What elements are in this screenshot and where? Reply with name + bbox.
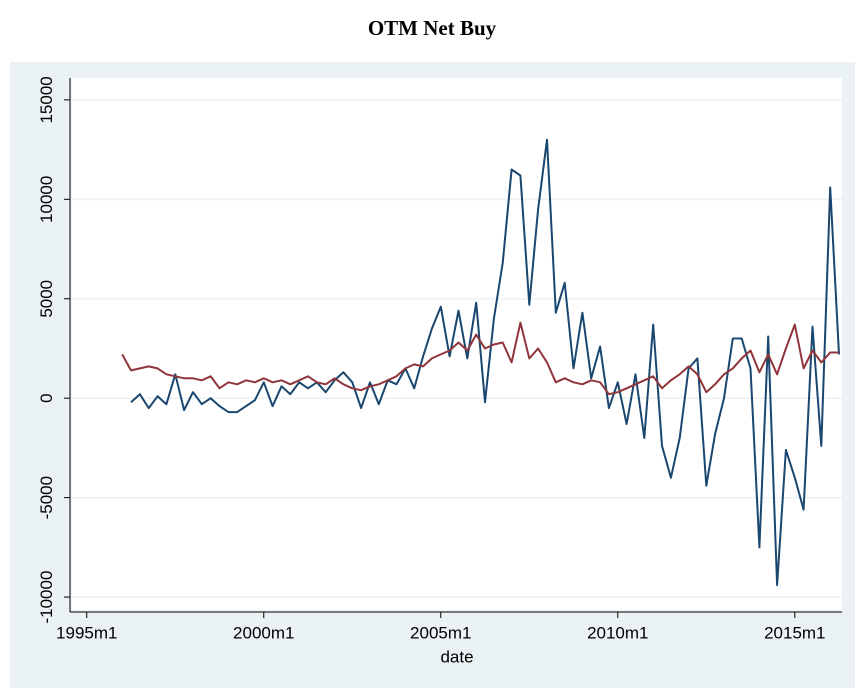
y-tick-label: -10000 — [37, 571, 56, 624]
x-axis-label: date — [440, 647, 473, 666]
x-tick-label: 2005m1 — [410, 623, 471, 642]
series-line — [121, 321, 839, 396]
x-tick-label: 1995m1 — [56, 623, 117, 642]
x-tick-label: 2000m1 — [233, 623, 294, 642]
y-tick-label: -5000 — [37, 476, 56, 519]
y-tick-label: 5000 — [37, 280, 56, 318]
y-tick-label: 0 — [37, 393, 56, 402]
series-line — [130, 138, 840, 587]
chart-title: OTM Net Buy — [368, 16, 497, 40]
x-tick-label: 2015m1 — [764, 623, 825, 642]
y-tick-label: 10000 — [37, 176, 56, 223]
x-tick-label: 2010m1 — [587, 623, 648, 642]
y-tick-label: 15000 — [37, 76, 56, 123]
